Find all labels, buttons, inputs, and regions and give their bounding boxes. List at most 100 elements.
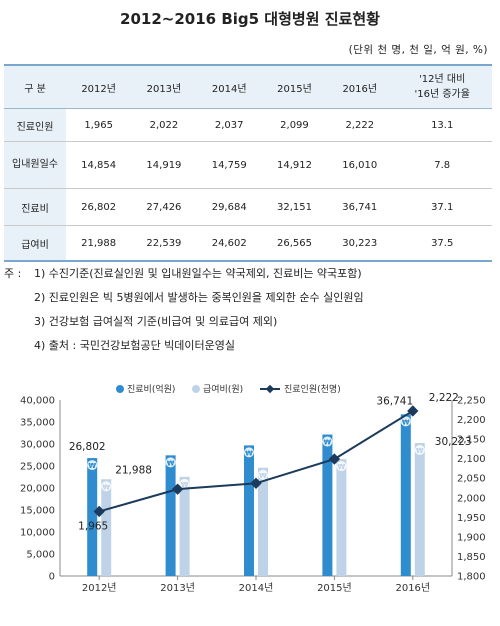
table-cell: 32,151 [261,188,328,226]
bar [179,476,190,576]
table-cell: 14,912 [261,141,328,189]
footnote: 2) 진료인원은 빅 5병원에서 발생하는 중복인원을 제외한 순수 실인원임 [4,286,364,310]
table-cell: 16,010 [327,141,393,189]
won-marker [165,457,176,468]
data-label: 26,802 [69,441,106,453]
won-marker [400,416,411,427]
right-tick-label: 1,900 [457,532,486,543]
bar [165,455,176,576]
footnote: 3) 건강보험 급여실적 기준(비급여 및 의료급여 제외) [4,310,364,334]
right-tick-label: 2,250 [457,396,486,407]
left-tick-label: 0 [49,572,55,583]
table-cell: 14,854 [66,141,132,189]
table-header-cell: 2016년 [327,64,393,109]
row-label: 입내원일수 [4,141,66,189]
bar [414,443,425,576]
won-marker [179,478,190,489]
combo-chart: 0 5,000 10,000 15,000 20,000 25,000 30,000 35,0… [20,383,486,594]
data-label: 1,965 [78,520,108,532]
data-label: 36,741 [376,395,413,407]
table-cell: 26,565 [261,225,328,262]
won-symbol-icon: ₩ [167,459,175,467]
table-row: 급여비 21,988 22,539 24,602 26,565 30,223 3… [4,225,492,262]
left-tick-label: 30,000 [20,440,55,451]
table-header-cell: 2015년 [261,64,328,109]
won-symbol-icon: ₩ [88,462,96,470]
table-cell: 24,602 [196,225,262,262]
won-symbol-icon: ₩ [324,439,332,447]
table-cell: 1,965 [66,108,132,142]
table-header-cell: '12년 대비 '16년 증가율 [392,64,492,109]
x-tick-label: 2015년 [317,582,352,594]
table-cell: 37.1 [392,188,492,226]
table-cell: 36,741 [327,188,393,226]
right-tick-label: 2,150 [457,435,486,446]
table-cell: 37.5 [392,225,492,262]
data-label: 30,223 [435,436,472,448]
won-marker [414,445,425,456]
table-cell: 29,684 [196,188,262,226]
table-cell: 26,802 [66,188,132,226]
table-cell: 22,539 [131,225,197,262]
data-label: 21,988 [115,464,152,476]
table-header-cell: 2012년 [66,64,132,109]
won-marker [322,436,333,447]
left-tick-label: 20,000 [20,484,55,495]
table-cell: 30,223 [327,225,393,262]
bar [322,434,333,576]
table-cell: 13.1 [392,108,492,142]
table-header-cell: 2014년 [196,64,262,109]
won-symbol-icon: ₩ [259,472,267,480]
bar [87,458,98,576]
legend-label: 진료비(억원) [127,383,175,395]
page-title: 2012~2016 Big5 대형병원 진료현황 [120,10,380,28]
table-cell: 2,222 [327,108,393,142]
right-tick-label: 1,950 [457,513,486,524]
right-tick-label: 2,000 [457,493,486,504]
footnote-text: 3) 건강보험 급여실적 기준(비급여 및 의료급여 제외) [34,315,278,328]
stats-table: 구 분 2012년 2013년 2014년 2015년 2016년 '12년 대… [4,64,492,262]
left-tick-label: 10,000 [20,528,55,539]
footnote-text: 1) 수진기준(진료실인원 및 입내원일수는 약국제외, 진료비는 약국포함) [34,267,362,280]
table-cell: 21,988 [66,225,132,262]
table-cell: 2,037 [196,108,262,142]
footnotes: 주 : 1) 수진기준(진료실인원 및 입내원일수는 약국제외, 진료비는 약국… [4,262,364,358]
x-tick-label: 2016년 [395,582,430,594]
won-marker [336,461,347,472]
table-cell: 27,426 [131,188,197,226]
won-marker [244,447,254,458]
left-tick-label: 15,000 [20,506,55,517]
bar [244,445,254,576]
won-marker [87,460,98,471]
legend-label: 급여비(원) [203,383,243,395]
footnote-lead: 주 : [4,267,22,280]
table-header-cell: 2013년 [131,64,197,109]
table-cell: 7.8 [392,141,492,189]
legend-swatch [116,385,124,393]
table-row: 진료비 26,802 27,426 29,684 32,151 36,741 3… [4,188,492,226]
bar [336,459,347,576]
row-label: 급여비 [4,225,66,262]
table-cell: 2,099 [261,108,328,142]
footnote-text: 2) 진료인원은 빅 5병원에서 발생하는 중복인원을 제외한 순수 실인원임 [34,291,364,304]
data-label: 2,222 [429,392,459,404]
table-header-cell: 구 분 [4,64,66,109]
won-symbol-icon: ₩ [338,463,346,471]
right-tick-label: 2,050 [457,474,486,485]
won-symbol-icon: ₩ [181,481,189,489]
right-tick-label: 2,100 [457,454,486,465]
footnote: 주 : 1) 수진기준(진료실인원 및 입내원일수는 약국제외, 진료비는 약국… [4,262,364,286]
won-symbol-icon: ₩ [102,483,110,491]
table-row: 진료인원 1,965 2,022 2,037 2,099 2,222 13.1 [4,108,492,142]
won-marker [101,481,112,492]
footnote-text: 4) 출처 : 국민건강보험공단 빅데이터운영실 [34,339,236,352]
x-tick-label: 2012년 [82,582,117,594]
legend-swatch [192,385,200,393]
left-tick-label: 25,000 [20,462,55,473]
legend-label: 진료인원(천명) [284,384,341,395]
unit-note: (단위 천 명, 천 일, 억 원, %) [348,44,488,56]
won-symbol-icon: ₩ [416,447,424,455]
bar [400,414,411,576]
bar [258,467,268,576]
won-symbol-icon: ₩ [245,449,253,457]
